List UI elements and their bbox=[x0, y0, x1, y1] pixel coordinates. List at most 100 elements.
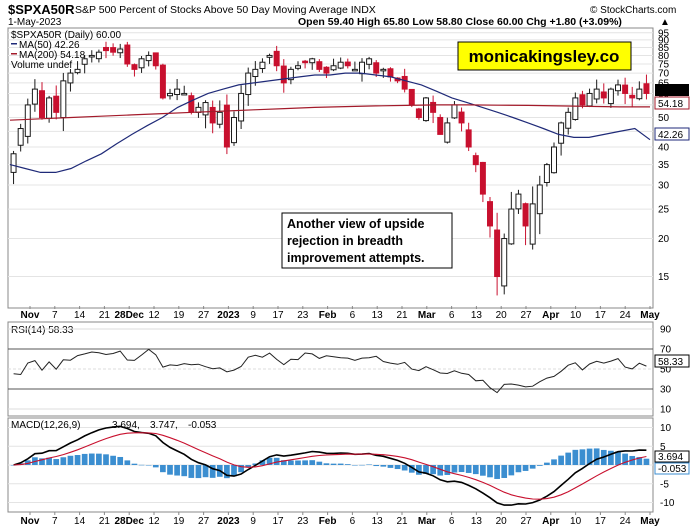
candle-body bbox=[202, 102, 209, 116]
candle-body bbox=[145, 54, 152, 62]
x-tick-label: 23 bbox=[297, 310, 309, 321]
macd-hist-bar bbox=[416, 465, 422, 475]
macd-tick-label: 5 bbox=[660, 442, 666, 453]
macd-hist-bar bbox=[323, 463, 330, 465]
macd-hist-bar bbox=[295, 460, 301, 465]
x-tick-label: 21 bbox=[99, 310, 111, 321]
rsi-tick-label: 70 bbox=[660, 345, 672, 356]
macd-hist-bar bbox=[558, 455, 564, 465]
candle-body bbox=[408, 88, 415, 106]
candle-body bbox=[159, 64, 166, 99]
ohlc-readout: Open 59.40 High 65.80 Low 58.80 Close 60… bbox=[298, 16, 622, 28]
candle-body bbox=[543, 164, 550, 184]
ma50-price-label: 42.26 bbox=[658, 130, 683, 141]
candle-body bbox=[465, 129, 472, 148]
candle-body bbox=[344, 61, 351, 67]
x-tick-label: 21 bbox=[396, 516, 408, 527]
macd-hist-bar bbox=[579, 449, 586, 465]
up-arrow-icon: ▲ bbox=[660, 17, 670, 28]
macd-hist-bar bbox=[430, 465, 436, 475]
macd-hist-bar bbox=[245, 465, 252, 468]
price-tick-label: 40 bbox=[658, 142, 670, 153]
symbol-title: $SPXA50R bbox=[8, 2, 75, 17]
x-tick-label: 6 bbox=[449, 310, 455, 321]
x-tick-label: 13 bbox=[372, 310, 384, 321]
annotation-line-1: Another view of upside bbox=[287, 217, 425, 231]
price-tick-label: 70 bbox=[658, 69, 670, 80]
x-tick-label: 6 bbox=[350, 516, 356, 527]
candle-body bbox=[117, 48, 124, 54]
rsi-last-tag bbox=[654, 354, 690, 368]
macd-hist-bar bbox=[152, 465, 159, 468]
macd-hist-bar bbox=[96, 453, 102, 465]
macd-hist-bar bbox=[608, 450, 614, 465]
macd-hist-bar bbox=[103, 454, 109, 465]
macd-hist-bar bbox=[117, 456, 124, 465]
candle-body bbox=[316, 61, 323, 70]
candle-body bbox=[586, 92, 593, 107]
x-tick-label: 10 bbox=[570, 310, 582, 321]
x-tick-label: Nov bbox=[21, 310, 40, 321]
macd-legend-hist: -0.053 bbox=[188, 420, 217, 431]
price-tick-label: 80 bbox=[658, 51, 670, 62]
candle-body bbox=[81, 58, 88, 65]
macd-hist-bar bbox=[515, 465, 522, 473]
x-tick-label: 17 bbox=[272, 516, 284, 527]
candle-body bbox=[373, 62, 380, 74]
candle-body bbox=[615, 84, 621, 92]
candle-body bbox=[302, 60, 309, 64]
candle-body bbox=[501, 238, 508, 287]
x-tick-label: 17 bbox=[272, 310, 284, 321]
x-tick-label: 24 bbox=[620, 310, 632, 321]
macd-hist-bar bbox=[593, 448, 600, 465]
macd-hist-bar bbox=[501, 465, 508, 478]
macd-hist-bar bbox=[110, 455, 116, 465]
rsi-last-label: 58.33 bbox=[658, 357, 683, 368]
rsi-y-axis: 90 70 50 30 10 bbox=[660, 325, 672, 416]
macd-hist-bar bbox=[437, 465, 444, 476]
macd-hist-bar bbox=[529, 465, 536, 469]
macd-hist-bar bbox=[337, 463, 344, 465]
candle-body bbox=[437, 116, 444, 135]
macd-last-label: 3.694 bbox=[658, 452, 683, 463]
price-tick-label: 95 bbox=[658, 28, 670, 39]
candle-body bbox=[252, 68, 259, 78]
candle-body bbox=[74, 68, 81, 74]
macd-hist-bar bbox=[444, 465, 451, 475]
macd-hist-bar bbox=[160, 465, 166, 473]
macd-hist-bar bbox=[288, 460, 294, 465]
macd-legend-signal: 3.747, bbox=[150, 420, 178, 431]
brand-box bbox=[457, 41, 632, 71]
x-tick-label: Nov bbox=[21, 516, 40, 527]
macd-hist-bar bbox=[408, 465, 415, 473]
macd-hist-bar bbox=[231, 465, 237, 477]
candle-body bbox=[181, 92, 188, 96]
price-tick-label: 90 bbox=[658, 35, 670, 46]
legend-ma200-swatch bbox=[11, 53, 17, 55]
x-tick-label: Apr bbox=[542, 310, 559, 321]
x-tick-label: Mar bbox=[418, 516, 436, 527]
macd-hist-bar bbox=[224, 465, 230, 479]
price-grid bbox=[8, 32, 653, 278]
macd-hist-bar bbox=[352, 465, 358, 466]
candle-body bbox=[309, 58, 316, 64]
x-tick-label: 24 bbox=[620, 516, 632, 527]
candle-body bbox=[95, 51, 102, 60]
macd-hist-bar bbox=[508, 465, 515, 476]
x-tick-label: 13 bbox=[372, 516, 384, 527]
macd-last-tag bbox=[654, 450, 690, 463]
candle-body bbox=[366, 58, 373, 65]
macd-hist-bar bbox=[316, 461, 323, 465]
price-tick-label: 35 bbox=[658, 160, 670, 171]
candle-body bbox=[643, 83, 650, 94]
macd-hist-bar bbox=[330, 463, 337, 465]
x-tick-label: 13 bbox=[471, 310, 483, 321]
x-tick-label: 27 bbox=[520, 516, 532, 527]
candle-body bbox=[138, 58, 145, 69]
candle-body bbox=[423, 97, 429, 122]
candle-body bbox=[479, 161, 486, 195]
legend-ma200: MA(200) 54.18 bbox=[19, 50, 86, 61]
macd-hist-bar bbox=[238, 465, 244, 473]
